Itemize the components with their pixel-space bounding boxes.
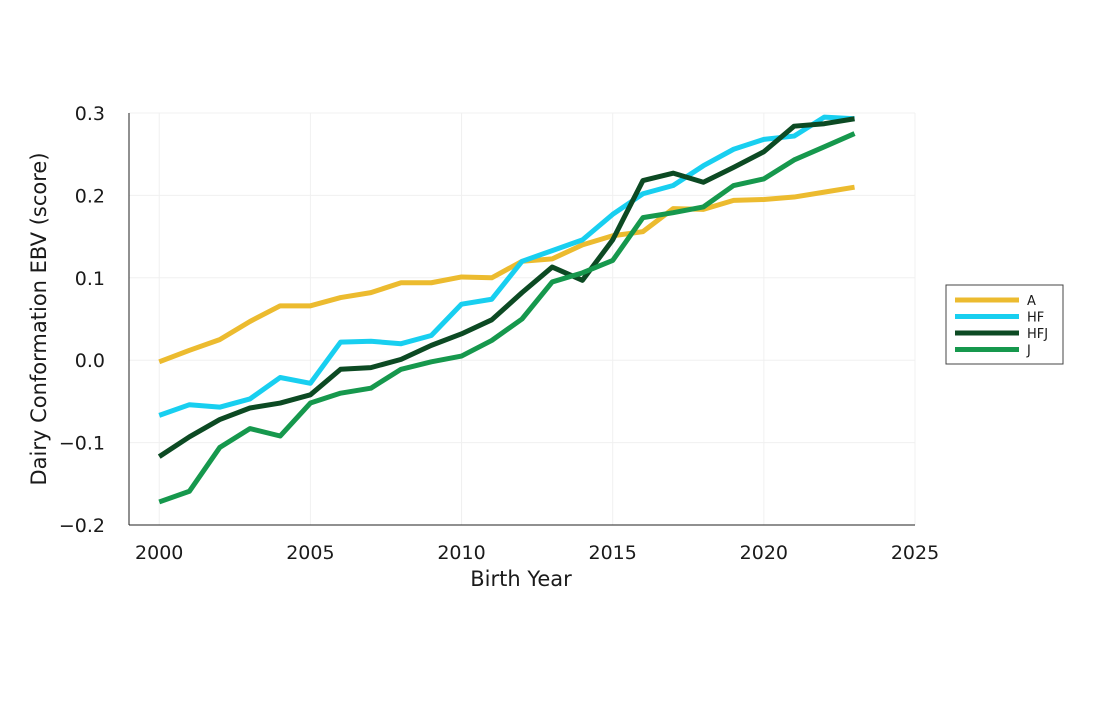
- grid: [129, 112, 916, 526]
- x-tick-label: 2010: [437, 542, 485, 564]
- x-tick-label: 2025: [891, 542, 939, 564]
- x-tick-label: 2005: [286, 542, 334, 564]
- x-axis-title: Birth Year: [470, 567, 572, 591]
- legend-box: [945, 284, 1064, 365]
- y-tick-label: −0.2: [59, 515, 105, 537]
- y-tick-label: 0.0: [75, 350, 105, 372]
- x-tick-label: 2020: [740, 542, 788, 564]
- y-tick-label: 0.3: [75, 103, 105, 125]
- series-line-a: [158, 184, 855, 365]
- series-line-hf: [158, 114, 855, 418]
- legend-label-hf: HF: [1027, 311, 1044, 326]
- series-line-hfj: [157, 116, 855, 459]
- axes: [128, 113, 915, 526]
- y-tick-labels: −0.2 −0.1 0.0 0.1 0.2 0.3: [59, 103, 105, 537]
- legend-label-j: J: [1026, 344, 1031, 359]
- x-tick-labels: 2000 2005 2010 2015 2020 2025: [135, 542, 939, 564]
- y-tick-label: 0.1: [75, 268, 105, 290]
- y-axis-title: Dairy Conformation EBV (score): [27, 152, 51, 485]
- legend-label-hfj: HFJ: [1027, 327, 1048, 342]
- series-lines: [157, 114, 856, 505]
- legend-label-a: A: [1027, 294, 1036, 309]
- x-tick-label: 2015: [589, 542, 637, 564]
- y-tick-label: 0.2: [75, 185, 105, 207]
- series-line-j: [158, 131, 856, 505]
- y-tick-label: −0.1: [59, 433, 105, 455]
- x-tick-label: 2000: [135, 542, 183, 564]
